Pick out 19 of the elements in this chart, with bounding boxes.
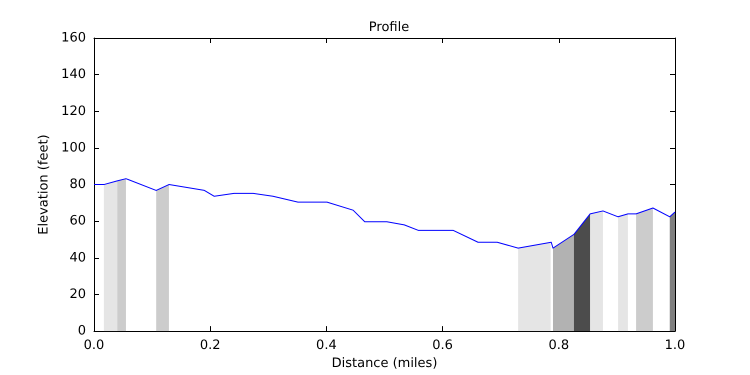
y-tick-label: 120 xyxy=(61,104,86,119)
y-tick-label: 140 xyxy=(61,67,86,82)
y-tick-label: 0 xyxy=(78,324,86,339)
x-tick-label: 0.2 xyxy=(200,338,221,354)
line-series xyxy=(94,178,676,249)
y-tick-label: 160 xyxy=(61,30,86,46)
x-tick-label: 0.0 xyxy=(84,338,104,354)
y-tick-label: 40 xyxy=(69,250,86,266)
x-tick-label: 1.0 xyxy=(664,338,686,354)
x-axis-title: Distance (miles) xyxy=(332,356,438,371)
y-axis-title: Elevation (feet) xyxy=(36,134,52,235)
x-tick-label: 0.4 xyxy=(316,338,337,354)
y-tick-label: 100 xyxy=(61,140,86,156)
y-tick-label: 20 xyxy=(69,286,86,302)
y-tick-label: 80 xyxy=(69,177,86,192)
x-tick-label: 0.6 xyxy=(432,338,453,354)
x-tick-label: 0.8 xyxy=(548,338,570,354)
y-tick-label: 60 xyxy=(69,214,86,229)
chart-title: Profile xyxy=(368,20,410,35)
